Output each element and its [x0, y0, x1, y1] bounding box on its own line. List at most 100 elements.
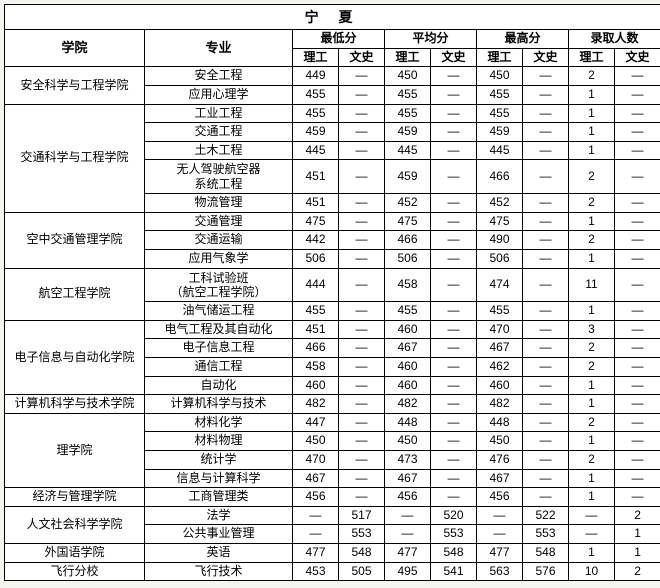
- major-cell: 应用心理学: [145, 85, 293, 104]
- value-cell: 459: [385, 160, 431, 194]
- value-cell: 506: [385, 249, 431, 268]
- major-cell: 自动化: [145, 376, 293, 395]
- table-row: 经济与管理学院工商管理类456—456—456—1—: [5, 488, 660, 507]
- major-cell: 交通运输: [145, 231, 293, 250]
- value-cell: 1: [569, 544, 615, 563]
- table-row: 计算机科学与技术学院计算机科学与技术482—482—482—1—: [5, 395, 660, 414]
- value-cell: 475: [385, 212, 431, 231]
- value-cell: —: [431, 432, 477, 451]
- value-cell: 467: [477, 339, 523, 358]
- value-cell: —: [615, 104, 660, 123]
- value-cell: 11: [569, 268, 615, 302]
- value-cell: 456: [385, 488, 431, 507]
- value-cell: 475: [477, 212, 523, 231]
- value-cell: —: [431, 85, 477, 104]
- major-cell: 计算机科学与技术: [145, 395, 293, 414]
- major-cell: 材料物理: [145, 432, 293, 451]
- major-cell: 交通工程: [145, 123, 293, 142]
- value-cell: —: [523, 432, 569, 451]
- value-cell: —: [339, 432, 385, 451]
- header-sub: 理工: [385, 48, 431, 67]
- value-cell: 1: [569, 469, 615, 488]
- value-cell: 490: [477, 231, 523, 250]
- value-cell: —: [523, 231, 569, 250]
- value-cell: 1: [569, 123, 615, 142]
- value-cell: —: [339, 231, 385, 250]
- value-cell: 452: [477, 194, 523, 213]
- admission-table: 宁 夏 学院 专业 最低分 平均分 最高分 录取人数 理工文史理工文史理工文史理…: [4, 4, 660, 581]
- value-cell: —: [339, 358, 385, 377]
- value-cell: —: [523, 104, 569, 123]
- header-sub: 文史: [431, 48, 477, 67]
- value-cell: 470: [293, 451, 339, 470]
- value-cell: —: [385, 506, 431, 525]
- table-row: 空中交通管理学院交通管理475—475—475—1—: [5, 212, 660, 231]
- value-cell: —: [431, 123, 477, 142]
- major-cell: 材料化学: [145, 413, 293, 432]
- value-cell: —: [523, 194, 569, 213]
- value-cell: 455: [385, 302, 431, 321]
- value-cell: 450: [385, 67, 431, 86]
- header-sub: 文史: [523, 48, 569, 67]
- table-header: 宁 夏 学院 专业 最低分 平均分 最高分 录取人数 理工文史理工文史理工文史理…: [5, 5, 660, 67]
- value-cell: 1: [569, 395, 615, 414]
- value-cell: 541: [431, 562, 477, 581]
- value-cell: —: [523, 123, 569, 142]
- value-cell: 450: [477, 67, 523, 86]
- value-cell: 506: [477, 249, 523, 268]
- value-cell: 522: [523, 506, 569, 525]
- value-cell: —: [477, 525, 523, 544]
- value-cell: —: [615, 395, 660, 414]
- value-cell: —: [339, 67, 385, 86]
- major-cell: 信息与计算科学: [145, 469, 293, 488]
- table-row: 理学院材料化学447—448—448—2—: [5, 413, 660, 432]
- major-cell: 公共事业管理: [145, 525, 293, 544]
- value-cell: 466: [385, 231, 431, 250]
- value-cell: —: [431, 413, 477, 432]
- value-cell: —: [523, 339, 569, 358]
- value-cell: 2: [569, 160, 615, 194]
- major-cell: 油气储运工程: [145, 302, 293, 321]
- value-cell: —: [615, 358, 660, 377]
- value-cell: 2: [569, 451, 615, 470]
- major-cell: 通信工程: [145, 358, 293, 377]
- value-cell: 482: [293, 395, 339, 414]
- value-cell: —: [615, 451, 660, 470]
- value-cell: —: [523, 320, 569, 339]
- value-cell: 475: [293, 212, 339, 231]
- table-row: 电子信息与自动化学院电气工程及其自动化451—460—470—3—: [5, 320, 660, 339]
- value-cell: —: [523, 451, 569, 470]
- header-min: 最低分: [293, 30, 385, 49]
- major-cell: 英语: [145, 544, 293, 563]
- value-cell: —: [339, 268, 385, 302]
- major-cell: 无人驾驶航空器系统工程: [145, 160, 293, 194]
- value-cell: —: [431, 212, 477, 231]
- value-cell: 2: [615, 562, 660, 581]
- header-college: 学院: [5, 30, 145, 67]
- value-cell: 455: [385, 85, 431, 104]
- value-cell: 447: [293, 413, 339, 432]
- value-cell: —: [523, 488, 569, 507]
- value-cell: —: [431, 488, 477, 507]
- value-cell: —: [431, 320, 477, 339]
- value-cell: 474: [477, 268, 523, 302]
- value-cell: —: [339, 413, 385, 432]
- value-cell: 1: [569, 104, 615, 123]
- value-cell: 455: [385, 104, 431, 123]
- value-cell: —: [431, 339, 477, 358]
- value-cell: —: [523, 85, 569, 104]
- major-cell: 统计学: [145, 451, 293, 470]
- major-cell: 电气工程及其自动化: [145, 320, 293, 339]
- college-cell: 电子信息与自动化学院: [5, 320, 145, 394]
- value-cell: 445: [293, 141, 339, 160]
- value-cell: 460: [385, 376, 431, 395]
- value-cell: 466: [293, 339, 339, 358]
- value-cell: 553: [339, 525, 385, 544]
- table-body: 安全科学与工程学院安全工程449—450—450—2—应用心理学455—455—…: [5, 67, 660, 581]
- value-cell: —: [431, 249, 477, 268]
- value-cell: 553: [523, 525, 569, 544]
- table-row: 交通科学与工程学院工业工程455—455—455—1—: [5, 104, 660, 123]
- value-cell: —: [523, 469, 569, 488]
- value-cell: —: [615, 141, 660, 160]
- major-cell: 工科试验班（航空工程学院）: [145, 268, 293, 302]
